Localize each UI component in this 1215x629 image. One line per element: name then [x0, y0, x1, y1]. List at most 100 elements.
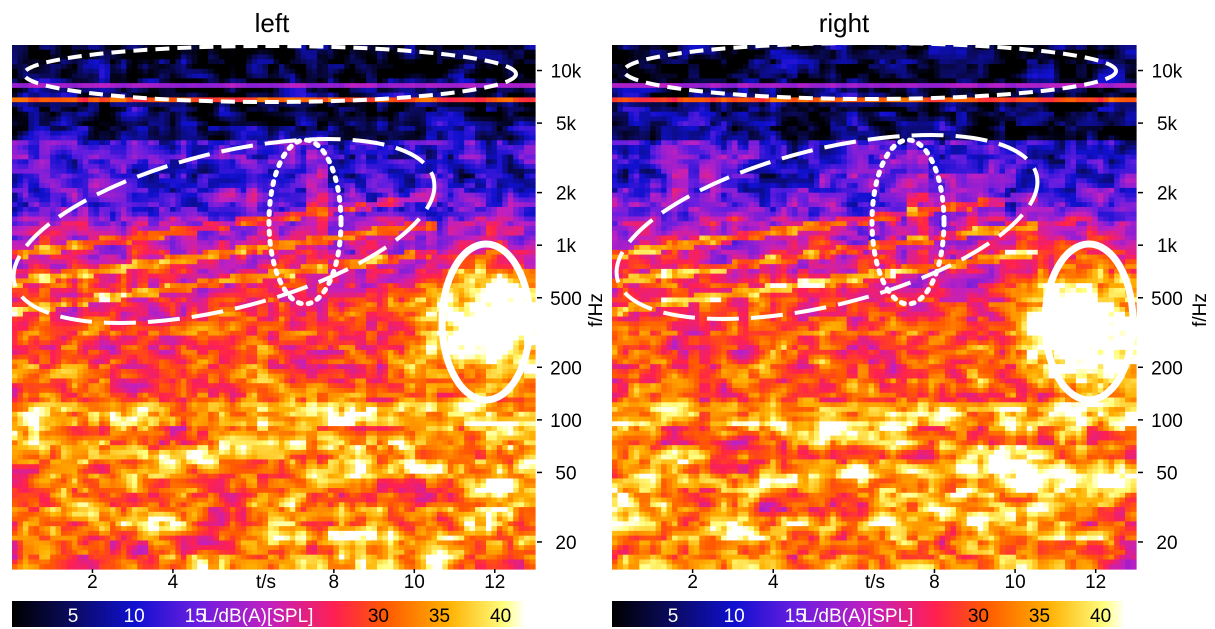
spectrogram-cell — [169, 154, 177, 160]
spectrogram-cell — [22, 411, 29, 418]
spectrogram-cell — [66, 426, 73, 432]
spectrogram-cell — [180, 78, 187, 84]
spectrogram-cell — [229, 106, 236, 113]
spectrogram-cell — [213, 92, 220, 98]
spectrogram-cell — [224, 440, 231, 446]
spectrogram-cell — [202, 330, 209, 337]
spectrogram-cell — [71, 416, 78, 422]
spectrogram-cell — [175, 459, 182, 465]
spectrogram-cell — [197, 492, 204, 499]
spectrogram-cell — [12, 554, 19, 561]
spectrogram-cell — [208, 297, 215, 303]
spectrogram-cell — [257, 173, 264, 179]
spectrogram-cell — [88, 240, 95, 246]
spectrogram-cell — [93, 530, 100, 537]
spectrogram-cell — [66, 416, 73, 422]
spectrogram-cell — [44, 454, 51, 461]
spectrogram-cell — [17, 259, 24, 265]
spectrogram-cell — [219, 311, 226, 318]
spectrogram-cell — [66, 121, 73, 127]
spectrogram-cell — [191, 302, 198, 308]
spectrogram-cell — [229, 359, 236, 365]
spectrogram-cell — [213, 459, 220, 465]
spectrogram-cell — [77, 245, 84, 251]
spectrogram-cell — [186, 492, 193, 499]
spectrogram-cell — [229, 426, 236, 432]
spectrogram-cell — [82, 125, 89, 132]
spectrogram-cell — [246, 102, 253, 108]
spectrogram-cell — [213, 345, 220, 351]
spectrogram-cell — [22, 78, 29, 84]
spectrogram-cell — [131, 173, 138, 179]
spectrogram-cell — [77, 564, 84, 570]
spectrogram-cell — [235, 178, 242, 184]
spectrogram-cell — [93, 511, 100, 518]
spectrogram-cell — [115, 516, 122, 522]
spectrogram-cell — [175, 387, 182, 394]
spectrogram-cell — [246, 92, 253, 98]
spectrogram-cell — [169, 64, 177, 70]
spectrogram-cell — [115, 449, 122, 456]
spectrogram-cell — [137, 364, 144, 370]
spectrogram-cell — [99, 226, 106, 232]
spectrogram-cell — [186, 488, 193, 494]
spectrogram-cell — [55, 402, 62, 408]
spectrogram-cell — [235, 173, 242, 179]
spectrogram-cell — [208, 449, 215, 456]
spectrogram-cell — [28, 97, 35, 103]
spectrogram-cell — [88, 473, 95, 480]
spectrogram-cell — [251, 268, 258, 275]
spectrogram-cell — [213, 488, 220, 494]
spectrogram-cell — [251, 173, 258, 179]
spectrogram-cell — [153, 140, 160, 146]
spectrogram-cell — [77, 59, 84, 65]
spectrogram-cell — [28, 540, 35, 546]
spectrogram-cell — [197, 168, 204, 175]
spectrogram-cell — [55, 340, 62, 346]
spectrogram-cell — [115, 483, 122, 489]
spectrogram-cell — [22, 549, 29, 556]
spectrogram-cell — [55, 111, 62, 118]
spectrogram-cell — [213, 106, 220, 113]
spectrogram-cell — [115, 197, 122, 203]
spectrogram-cell — [202, 302, 209, 308]
spectrogram-cell — [39, 368, 46, 375]
spectrogram-cell — [208, 407, 215, 413]
spectrogram-cell — [55, 292, 62, 299]
spectrogram-cell — [186, 459, 193, 465]
spectrogram-cell — [153, 254, 160, 260]
spectrogram-cell — [93, 45, 100, 51]
spectrogram-cell — [71, 302, 78, 308]
spectrogram-cell — [213, 245, 220, 251]
spectrogram-cell — [186, 516, 193, 522]
spectrogram-cell — [50, 392, 57, 399]
spectrogram-cell — [71, 226, 78, 232]
spectrogram-cell — [93, 140, 100, 146]
spectrogram-cell — [229, 559, 236, 565]
spectrogram-cell — [153, 478, 160, 484]
spectrogram-cell — [153, 564, 160, 570]
spectrogram-cell — [257, 83, 264, 89]
spectrogram-cell — [153, 459, 160, 465]
spectrogram-cell — [251, 54, 258, 60]
spectrogram-cell — [208, 216, 215, 222]
spectrogram-cell — [197, 502, 204, 508]
spectrogram-cell — [44, 273, 51, 280]
spectrogram-cell — [88, 211, 95, 218]
spectrogram-cell — [44, 45, 51, 51]
spectrogram-cell — [148, 545, 155, 551]
spectrogram-cell — [235, 283, 242, 289]
spectrogram-cell — [126, 526, 133, 532]
spectrogram-cell — [17, 483, 24, 489]
spectrogram-cell — [61, 478, 68, 484]
spectrogram-cell — [208, 502, 215, 508]
spectrogram-cell — [142, 464, 149, 470]
spectrogram-cell — [126, 335, 133, 341]
spectrogram-cell — [82, 564, 89, 570]
spectrogram-cell — [257, 64, 264, 70]
spectrogram-cell — [82, 430, 89, 437]
spectrogram-cell — [39, 373, 46, 380]
spectrogram-cell — [191, 549, 198, 556]
spectrogram-cell — [28, 407, 35, 413]
spectrogram-cell — [131, 345, 138, 351]
